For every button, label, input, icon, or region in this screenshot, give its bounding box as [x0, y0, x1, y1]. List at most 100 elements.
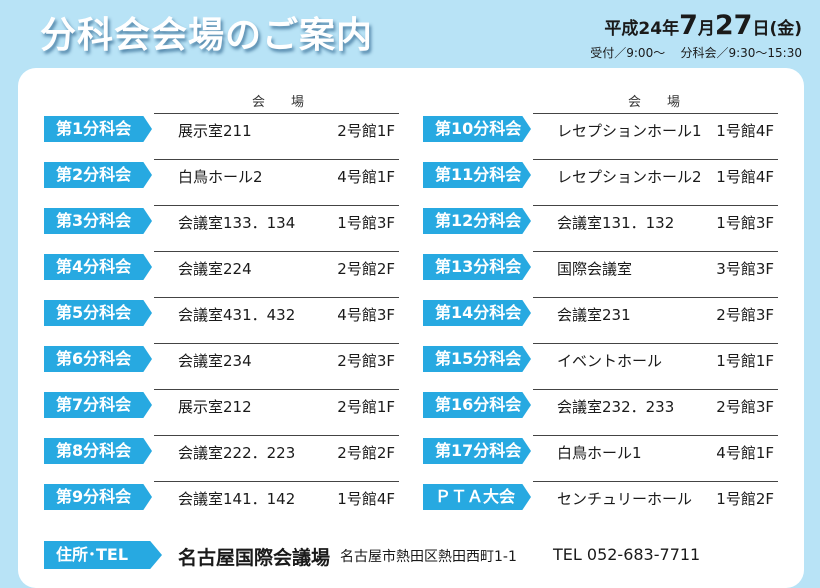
- session-building: 2号館1F: [337, 122, 395, 140]
- session-room: 会議室224: [178, 260, 252, 278]
- session-row: 第15分科会 イベントホール 1号館1F: [423, 343, 778, 375]
- session-room: 展示室212: [178, 398, 252, 416]
- session-room: 会議室234: [178, 352, 252, 370]
- session-name-tag: 第5分科会: [44, 300, 152, 326]
- session-row: 第13分科会 国際会議室 3号館3F: [423, 251, 778, 283]
- session-row: 第10分科会 レセプションホール1 1号館4F: [423, 113, 778, 145]
- session-row: 第9分科会 会議室141．142 1号館4F: [44, 481, 399, 513]
- session-row: 第14分科会 会議室231 2号館3F: [423, 297, 778, 329]
- venue-name: 名古屋国際会議場: [178, 547, 331, 569]
- session-name-tag: 第4分科会: [44, 254, 152, 280]
- date-era: 平成24年: [604, 19, 680, 39]
- time-info: 受付／9:00〜 分科会／9:30〜15:30: [590, 44, 802, 61]
- session-building: 1号館3F: [716, 214, 774, 232]
- session-name-tag: 第15分科会: [423, 346, 531, 372]
- session-name-tag: 第14分科会: [423, 300, 531, 326]
- session-room: 国際会議室: [557, 260, 633, 278]
- session-name-tag: 第8分科会: [44, 438, 152, 464]
- session-room: 会議室133．134: [178, 214, 296, 232]
- session-building: 1号館2F: [716, 490, 774, 508]
- row-divider: [154, 113, 399, 114]
- row-divider: [533, 297, 778, 298]
- session-room: 白鳥ホール2: [178, 168, 263, 186]
- session-row: ＰＴＡ大会 センチュリーホール 1号館2F: [423, 481, 778, 513]
- date-day: 27: [714, 10, 753, 41]
- session-building: 2号館3F: [716, 398, 774, 416]
- row-divider: [154, 435, 399, 436]
- date-month-unit: 月: [697, 19, 715, 39]
- session-building: 2号館3F: [337, 352, 395, 370]
- row-divider: [533, 205, 778, 206]
- date-weekday: (金): [769, 19, 802, 39]
- session-row: 第12分科会 会議室131．132 1号館3F: [423, 205, 778, 237]
- session-building: 1号館4F: [337, 490, 395, 508]
- session-row: 第8分科会 会議室222．223 2号館2F: [44, 435, 399, 467]
- session-name-tag: 第1分科会: [44, 116, 152, 142]
- venue-address: 名古屋市熱田区熱田西町1-1: [340, 549, 517, 565]
- session-row: 第11分科会 レセプションホール2 1号館4F: [423, 159, 778, 191]
- row-divider: [154, 205, 399, 206]
- session-building: 2号館2F: [337, 260, 395, 278]
- page-title: 分科会会場のご案内: [40, 15, 374, 56]
- session-room: 会議室131．132: [557, 214, 675, 232]
- session-name-tag: ＰＴＡ大会: [423, 484, 531, 510]
- venue-phone: TEL 052-683-7711: [553, 545, 701, 564]
- session-name-tag: 第6分科会: [44, 346, 152, 372]
- address-tel-label: 住所･TEL: [44, 541, 162, 569]
- row-divider: [533, 159, 778, 160]
- session-name-tag: 第7分科会: [44, 392, 152, 418]
- session-room: センチュリーホール: [557, 490, 693, 508]
- session-room: 白鳥ホール1: [557, 444, 642, 462]
- session-room: イベントホール: [557, 352, 663, 370]
- session-building: 4号館1F: [716, 444, 774, 462]
- session-name-tag: 第2分科会: [44, 162, 152, 188]
- row-divider: [154, 297, 399, 298]
- session-room: 会議室141．142: [178, 490, 296, 508]
- session-room: レセプションホール2: [557, 168, 702, 186]
- session-room: 会議室222．223: [178, 444, 296, 462]
- row-divider: [154, 389, 399, 390]
- row-divider: [154, 251, 399, 252]
- date-day-unit: 日: [752, 19, 770, 39]
- row-divider: [533, 113, 778, 114]
- session-building: 1号館4F: [716, 168, 774, 186]
- session-room: 会議室232．233: [557, 398, 675, 416]
- session-name-tag: 第3分科会: [44, 208, 152, 234]
- date-month: 7: [679, 10, 698, 41]
- session-building: 1号館4F: [716, 122, 774, 140]
- row-divider: [533, 435, 778, 436]
- session-room: 会議室231: [557, 306, 631, 324]
- session-row: 第4分科会 会議室224 2号館2F: [44, 251, 399, 283]
- session-building: 4号館1F: [337, 168, 395, 186]
- session-name-tag: 第16分科会: [423, 392, 531, 418]
- session-building: 1号館3F: [337, 214, 395, 232]
- row-divider: [154, 159, 399, 160]
- session-name-tag: 第12分科会: [423, 208, 531, 234]
- session-row: 第3分科会 会議室133．134 1号館3F: [44, 205, 399, 237]
- session-building: 1号館1F: [716, 352, 774, 370]
- session-row: 第17分科会 白鳥ホール1 4号館1F: [423, 435, 778, 467]
- row-divider: [533, 389, 778, 390]
- row-divider: [533, 343, 778, 344]
- row-divider: [154, 481, 399, 482]
- session-name-tag: 第10分科会: [423, 116, 531, 142]
- venue-header-right: 会場: [628, 95, 707, 110]
- session-room: 会議室431．432: [178, 306, 296, 324]
- session-row: 第5分科会 会議室431．432 4号館3F: [44, 297, 399, 329]
- session-row: 第1分科会 展示室211 2号館1F: [44, 113, 399, 145]
- session-row: 第2分科会 白鳥ホール2 4号館1F: [44, 159, 399, 191]
- session-name-tag: 第13分科会: [423, 254, 531, 280]
- session-building: 3号館3F: [716, 260, 774, 278]
- venue-header-left: 会場: [252, 95, 331, 110]
- session-building: 2号館1F: [337, 398, 395, 416]
- session-row: 第16分科会 会議室232．233 2号館3F: [423, 389, 778, 421]
- row-divider: [154, 343, 399, 344]
- session-building: 2号館3F: [716, 306, 774, 324]
- row-divider: [533, 251, 778, 252]
- session-row: 第7分科会 展示室212 2号館1F: [44, 389, 399, 421]
- session-room: レセプションホール1: [557, 122, 702, 140]
- session-row: 第6分科会 会議室234 2号館3F: [44, 343, 399, 375]
- session-building: 2号館2F: [337, 444, 395, 462]
- event-date: 平成24年7月27日(金): [604, 10, 802, 41]
- session-time: 分科会／9:30〜15:30: [680, 46, 802, 60]
